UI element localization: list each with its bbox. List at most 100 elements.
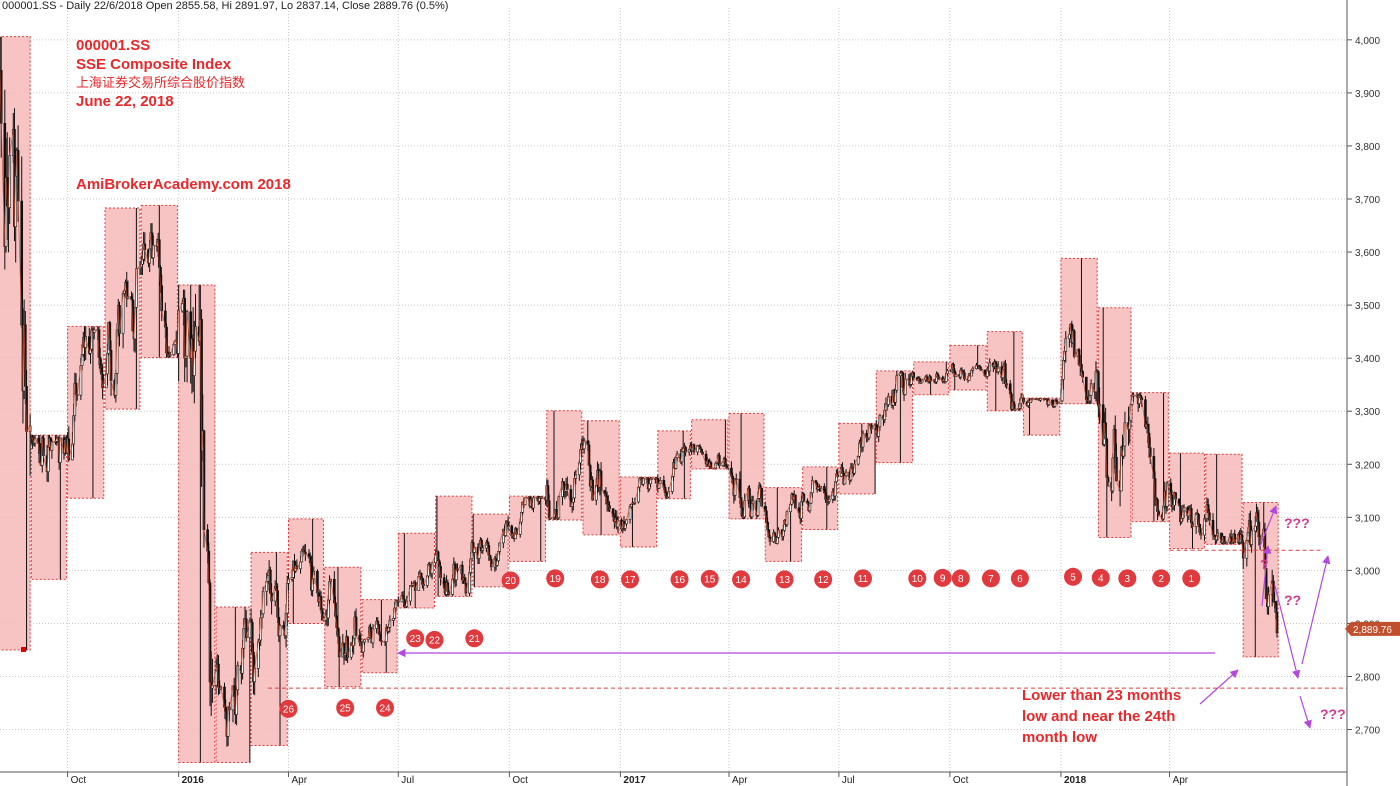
index-name: SSE Composite Index: [76, 56, 232, 73]
count-marker-label: 17: [624, 575, 636, 586]
count-marker-7: [981, 569, 1000, 588]
question-mark-lower: ???: [1320, 706, 1346, 722]
monthly-range-box: [1205, 453, 1243, 545]
up-arrow-single: [1261, 545, 1272, 607]
count-marker-label: 9: [940, 573, 946, 584]
count-marker-10: [908, 569, 927, 588]
up-arrow-right: [1301, 555, 1331, 665]
count-marker-20: [501, 571, 520, 590]
up-arrow-upper: [1259, 505, 1278, 547]
count-marker-label: 23: [410, 634, 422, 645]
index-name-cn: 上海证券交易所综合股价指数: [76, 76, 246, 91]
y-tick-label: 3,900: [1355, 89, 1380, 100]
count-marker-4: [1091, 568, 1110, 587]
x-tick-label: 2018: [1064, 775, 1087, 786]
y-tick-label: 2,700: [1355, 726, 1380, 737]
count-marker-25: [336, 698, 355, 717]
count-marker-label: 13: [779, 575, 791, 586]
count-marker-15: [700, 569, 719, 588]
count-marker-label: 19: [550, 574, 562, 585]
count-marker-label: 26: [283, 704, 295, 715]
question-mark-single: ?: [1260, 556, 1269, 572]
x-tick-label: Jul: [842, 775, 855, 786]
y-tick-label: 3,000: [1355, 566, 1380, 577]
monthly-range-box: [728, 412, 765, 520]
last-price-label: 2,889.76: [1353, 625, 1392, 636]
count-markers: 1234567891011121314151617181920212223242…: [279, 567, 1201, 718]
x-tick-label: Jul: [401, 775, 414, 786]
count-marker-label: 8: [958, 574, 964, 585]
count-marker-14: [732, 570, 751, 589]
low-note-line-3: month low: [1022, 729, 1097, 746]
x-tick-label: 2017: [623, 775, 646, 786]
y-tick-label: 2,800: [1355, 673, 1380, 684]
down-arrow-lower: [1299, 695, 1312, 729]
count-marker-12: [814, 570, 833, 589]
x-tick-label: Apr: [291, 775, 307, 786]
monthly-range-box: [875, 370, 913, 464]
count-marker-label: 14: [736, 575, 748, 586]
count-marker-label: 5: [1070, 572, 1076, 583]
close-line: [0, 70, 1278, 737]
count-marker-label: 7: [988, 574, 994, 585]
count-marker-3: [1118, 569, 1137, 588]
count-marker-label: 20: [505, 576, 517, 587]
monthly-range-box: [546, 410, 583, 521]
question-mark-middle: ??: [1284, 592, 1302, 608]
price-candles: [0, 36, 1279, 763]
count-marker-label: 10: [912, 574, 924, 585]
low-note-line-1: Lower than 23 months: [1022, 687, 1182, 704]
x-tick-label: Oct: [512, 775, 528, 786]
count-marker-23: [406, 629, 425, 648]
level-lines: [21, 549, 1347, 689]
count-marker-label: 6: [1017, 574, 1023, 585]
question-mark-upper: ???: [1284, 515, 1310, 531]
low-note-line-2: low and near the 24th: [1022, 708, 1176, 725]
count-marker-label: 16: [674, 575, 686, 586]
down-arrow-middle: [1274, 585, 1301, 679]
symbol-label: 000001.SS: [76, 37, 151, 54]
count-marker-label: 18: [594, 575, 606, 586]
count-marker-label: 4: [1098, 573, 1104, 584]
projection-arrows: [397, 505, 1331, 729]
y-tick-label: 3,200: [1355, 460, 1380, 471]
monthly-range-box: [1060, 257, 1098, 405]
y-tick-label: 3,700: [1355, 195, 1380, 206]
count-marker-16: [670, 570, 689, 589]
x-tick-label: Apr: [1173, 775, 1189, 786]
count-marker-label: 22: [429, 635, 441, 646]
start-mark: [21, 646, 26, 652]
count-marker-8: [951, 569, 970, 588]
y-tick-label: 3,600: [1355, 248, 1380, 259]
count-marker-9: [933, 568, 952, 587]
count-marker-label: 11: [858, 574, 869, 585]
y-tick-label: 4,000: [1355, 36, 1380, 47]
count-marker-24: [376, 698, 395, 717]
count-marker-5: [1064, 567, 1083, 586]
count-marker-21: [465, 629, 484, 648]
chart-header: 000001.SS - Daily 22/6/2018 Open 2855.58…: [2, 0, 449, 12]
count-marker-6: [1010, 569, 1029, 588]
count-marker-label: 2: [1158, 574, 1164, 585]
count-marker-11: [853, 569, 872, 588]
count-marker-18: [590, 570, 609, 589]
count-marker-22: [425, 630, 444, 649]
y-tick-label: 3,400: [1355, 354, 1380, 365]
y-tick-label: 3,500: [1355, 301, 1380, 312]
count-marker-19: [546, 569, 565, 588]
y-tick-label: 3,800: [1355, 142, 1380, 153]
count-marker-label: 21: [469, 634, 481, 645]
count-marker-17: [621, 570, 640, 589]
x-tick-label: 2016: [182, 775, 205, 786]
last-price-tag: [1345, 621, 1400, 636]
count-marker-label: 12: [818, 575, 830, 586]
x-tick-label: Apr: [732, 775, 748, 786]
site-label: AmiBrokerAcademy.com 2018: [76, 176, 291, 193]
count-marker-26: [279, 699, 298, 718]
x-tick-label: Oct: [953, 775, 969, 786]
chart-date: June 22, 2018: [76, 93, 174, 110]
count-marker-label: 1: [1189, 574, 1195, 585]
count-marker-label: 3: [1125, 574, 1131, 585]
